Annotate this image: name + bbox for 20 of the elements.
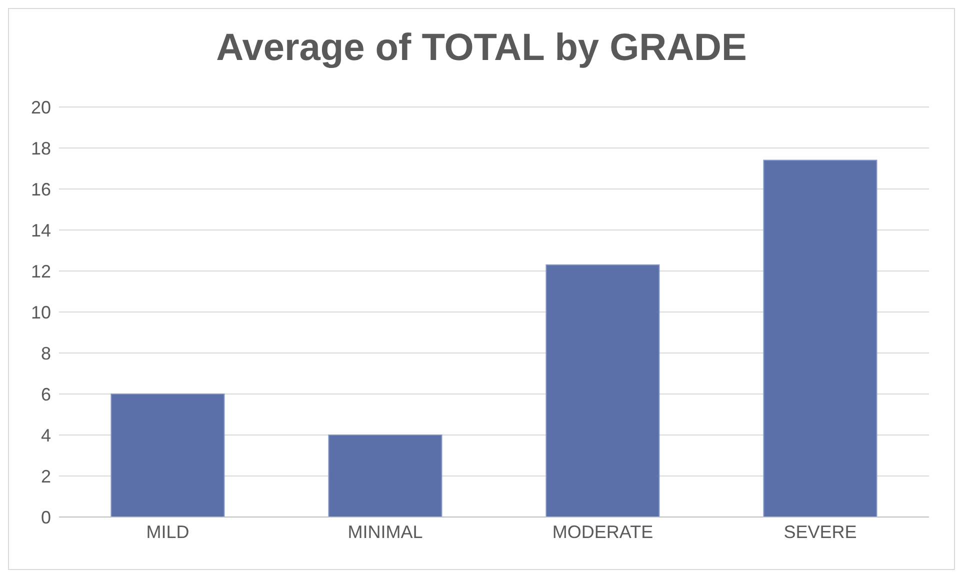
y-tick-label: 6	[40, 384, 51, 404]
x-tick-label: MODERATE	[552, 522, 654, 542]
y-tick-label: 14	[30, 220, 51, 240]
y-tick-label: 2	[40, 466, 51, 486]
bar	[110, 394, 225, 517]
bar	[546, 264, 660, 517]
y-tick-label: 18	[30, 138, 51, 158]
y-tick-label: 4	[40, 425, 51, 446]
y-tick-label: 20	[30, 97, 51, 118]
x-tick-label: MILD	[146, 522, 190, 542]
x-tick-label: MINIMAL	[348, 522, 423, 542]
x-tick-label: SEVERE	[784, 522, 857, 542]
bar	[763, 160, 878, 517]
y-tick-label: 16	[30, 179, 51, 200]
y-tick-label: 0	[40, 507, 51, 528]
chart-title: Average of TOTAL by GRADE	[215, 26, 748, 71]
y-tick-label: 8	[40, 343, 51, 364]
bar	[328, 434, 442, 517]
y-tick-label: 12	[30, 261, 51, 282]
y-tick-label: 10	[30, 302, 51, 322]
